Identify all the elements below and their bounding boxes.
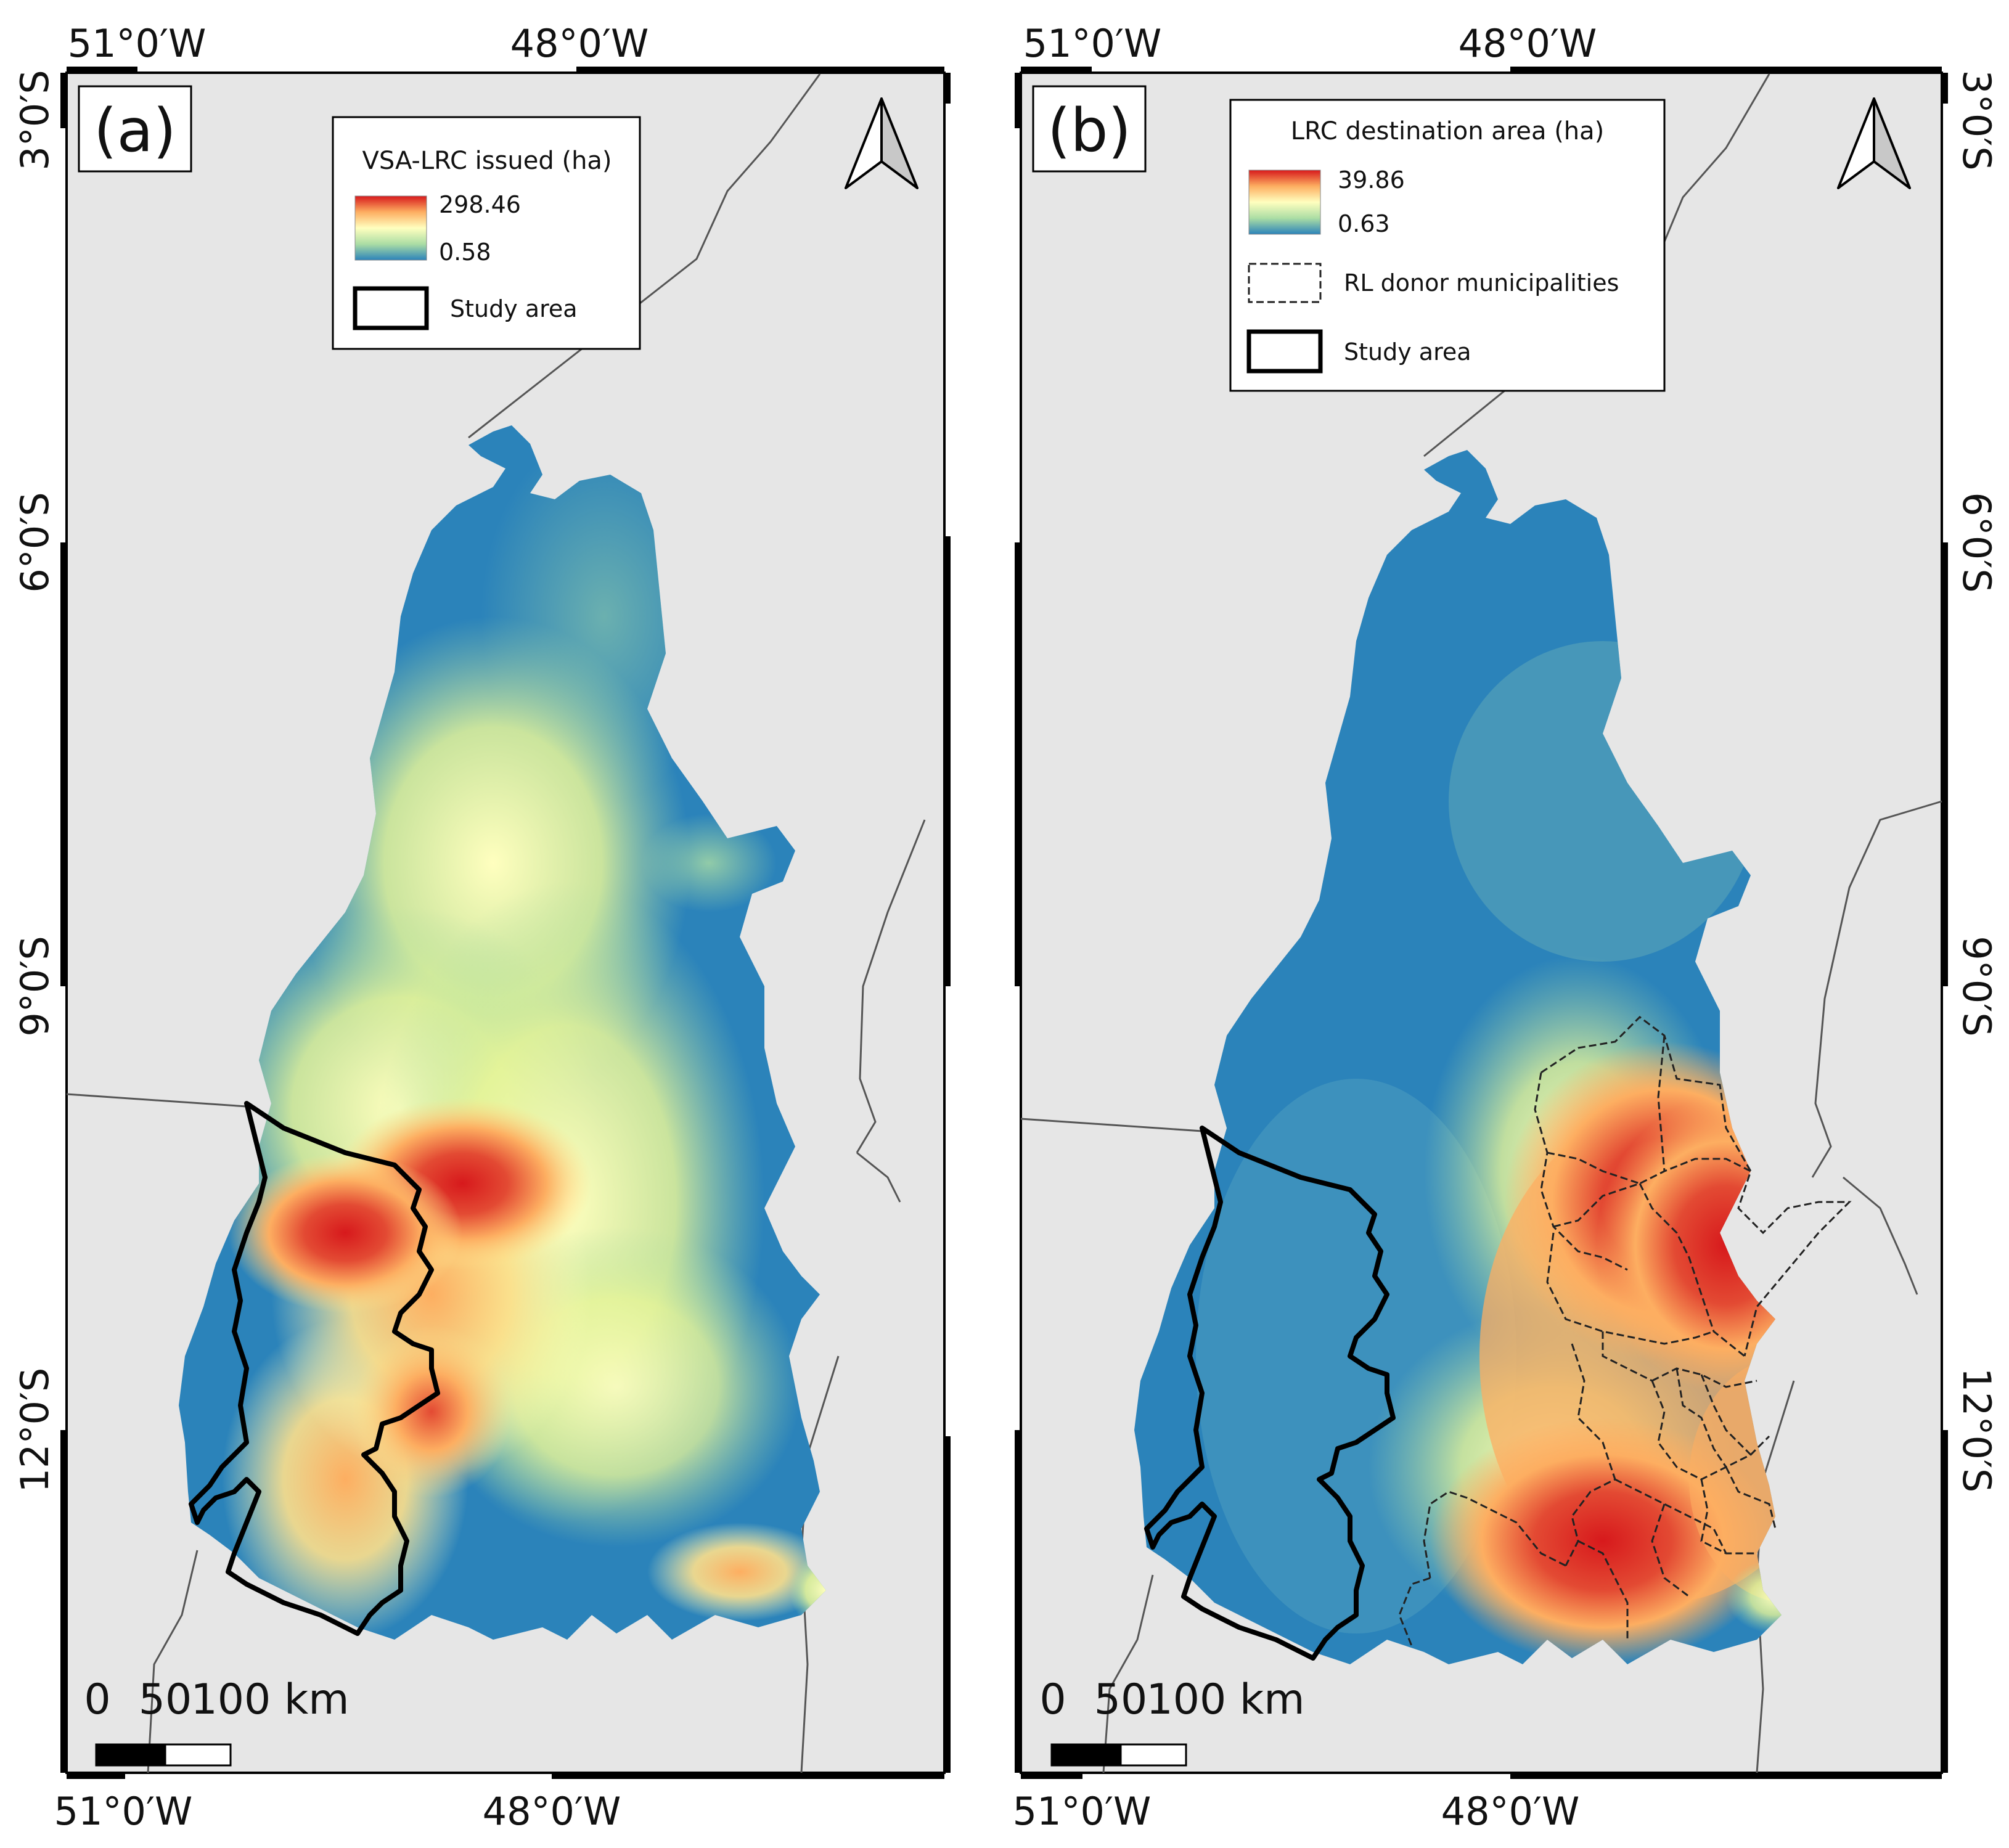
scale-label-0-a: 0 [84, 1675, 110, 1724]
legend-study-area-b: Study area [1344, 338, 1471, 366]
legend-title-a: VSA-LRC issued (ha) [362, 147, 612, 175]
panel-label-a: (a) [94, 96, 176, 165]
left-tick-6s-a: 6°0′S [12, 492, 57, 592]
donor-swatch-b [1248, 263, 1322, 303]
color-ramp-b [1248, 170, 1321, 235]
scale-label-50-b: 50 [1094, 1675, 1148, 1724]
left-tick-9s-a: 9°0′S [12, 936, 57, 1036]
scale-bar-b: 0 50 100 km [1039, 1675, 1305, 1767]
panel-label-box-b [1032, 85, 1147, 173]
legend-max-a: 298.46 [439, 191, 521, 218]
bottom-tick-51w-a: 51°0′W [54, 1789, 193, 1834]
right-tick-12s-b: 12°0′S [1954, 1368, 1999, 1493]
panel-label-box-a [78, 85, 192, 173]
north-arrow-icon [845, 97, 919, 189]
legend-donor-b: RL donor municipalities [1344, 269, 1619, 296]
top-tick-51w-b: 51°0′W [1023, 21, 1162, 66]
bottom-tick-51w-b: 51°0′W [1013, 1789, 1152, 1834]
legend-min-b: 0.63 [1338, 210, 1390, 237]
legend-study-area-a: Study area [450, 295, 578, 322]
legend-a: VSA-LRC issued (ha) 298.46 0.58 Study ar… [332, 116, 641, 350]
study-area-outline-a [189, 1101, 440, 1636]
left-tick-12s-a: 12°0′S [12, 1368, 57, 1493]
panel-b: (b) LRC destination area (ha) 39.86 0.63… [1013, 21, 1999, 1834]
panel-a: (a) VSA-LRC issued (ha) 298.46 0.58 Stud… [12, 21, 951, 1834]
north-arrow-icon [1837, 97, 1911, 189]
scale-label-100-b: 100 km [1146, 1675, 1304, 1724]
scale-label-0-b: 0 [1039, 1675, 1066, 1724]
frame-ticks-b [1015, 67, 1948, 1779]
right-tick-3s-b: 3°0′S [1954, 70, 1999, 170]
top-tick-48w-a: 48°0′W [510, 21, 649, 66]
left-tick-3s-a: 3°0′S [12, 70, 57, 170]
right-tick-9s-b: 9°0′S [1954, 936, 1999, 1036]
frame-ticks-a [60, 67, 951, 1779]
color-ramp-a [354, 195, 427, 261]
scale-bar-a: 0 50 100 km [84, 1675, 350, 1767]
right-tick-6s-b: 6°0′S [1954, 492, 1999, 592]
scale-label-50-a: 50 [139, 1675, 192, 1724]
study-area-outline-b [1144, 1126, 1396, 1661]
legend-title-b: LRC destination area (ha) [1291, 117, 1605, 145]
donor-municipalities-b [1398, 1016, 1852, 1646]
bottom-tick-48w-b: 48°0′W [1441, 1789, 1580, 1834]
study-area-swatch-a [353, 286, 429, 330]
legend-min-a: 0.58 [439, 239, 491, 266]
top-tick-51w-a: 51°0′W [68, 21, 207, 66]
legend-b: LRC destination area (ha) 39.86 0.63 RL … [1229, 99, 1666, 392]
scale-label-100-a: 100 km [190, 1675, 349, 1724]
bottom-tick-48w-a: 48°0′W [483, 1789, 621, 1834]
study-area-swatch-b [1246, 329, 1323, 374]
legend-max-b: 39.86 [1338, 166, 1405, 194]
panel-label-b: (b) [1047, 96, 1131, 165]
top-tick-48w-b: 48°0′W [1459, 21, 1597, 66]
